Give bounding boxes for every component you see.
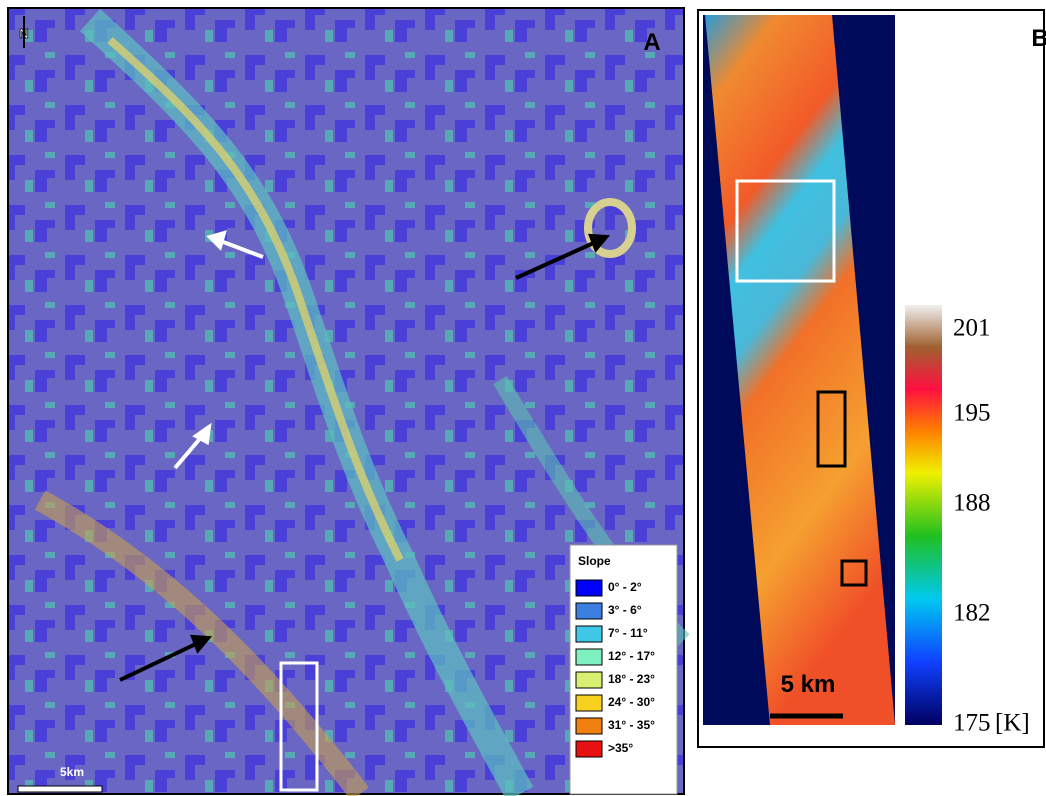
- figure: N A 5km Slope 0° - 2°3° - 6°7° - 11°12° …: [0, 0, 1046, 796]
- legend-label: 18° - 23°: [608, 672, 655, 686]
- legend-swatch: [576, 718, 602, 734]
- legend-swatch: [576, 695, 602, 711]
- legend-title: Slope: [578, 554, 611, 568]
- page: N A 5km Slope 0° - 2°3° - 6°7° - 11°12° …: [0, 0, 1046, 796]
- scale-bar: [18, 786, 102, 792]
- legend-swatch: [576, 603, 602, 619]
- legend-swatch: [576, 741, 602, 757]
- legend-label: 7° - 11°: [608, 626, 648, 640]
- panel-label: B: [1031, 25, 1046, 52]
- colorbar-unit: [K]: [995, 710, 1030, 737]
- legend-label: 31° - 35°: [608, 718, 655, 732]
- legend-label: >35°: [608, 741, 633, 755]
- legend-swatch: [576, 626, 602, 642]
- legend-swatch: [576, 649, 602, 665]
- colorbar-tick-label: 182: [953, 600, 991, 627]
- legend-swatch: [576, 580, 602, 596]
- legend-label: 0° - 2°: [608, 580, 642, 594]
- scale-bar-label: 5 km: [781, 671, 836, 698]
- colorbar-tick-label: 195: [953, 400, 991, 427]
- legend-label: 24° - 30°: [608, 695, 655, 709]
- scale-bar-label: 5km: [60, 765, 84, 779]
- panel-label: A: [643, 29, 660, 56]
- legend-label: 3° - 6°: [608, 603, 642, 617]
- colorbar-tick-label: 201: [953, 315, 991, 342]
- legend: Slope 0° - 2° 3° - 6° 7° - 11° 12° - 17° 18°…: [570, 545, 677, 794]
- colorbar-tick-label: 175: [953, 710, 991, 737]
- colorbar: [905, 305, 942, 725]
- legend-swatch: [576, 672, 602, 688]
- legend-label: 12° - 17°: [608, 649, 655, 663]
- panel-a: N A 5km Slope 0° - 2°3° - 6°7° - 11°12° …: [8, 8, 684, 794]
- colorbar-tick-label: 188: [953, 490, 991, 517]
- panel-b: 5 km B 201 195 188 182 175[K]: [698, 10, 1046, 747]
